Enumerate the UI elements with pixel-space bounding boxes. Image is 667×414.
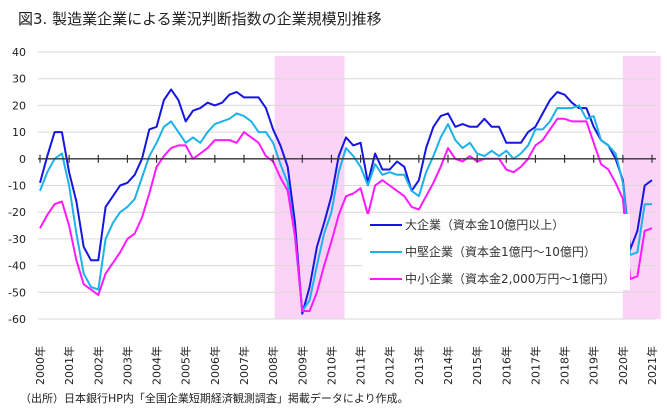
x-tick-label: 2018年 (558, 346, 572, 385)
y-tick-label: -30 (8, 233, 26, 246)
x-tick-label: 2002年 (91, 346, 105, 385)
x-tick-label: 2010年 (324, 346, 338, 385)
x-tick-label: 2013年 (412, 346, 426, 385)
series-line-small (39, 117, 653, 312)
x-tick-label: 2015年 (470, 346, 484, 385)
x-tick-label: 2004年 (150, 346, 164, 385)
y-tick-label: -50 (8, 286, 26, 299)
x-tick-label: 2006年 (208, 346, 222, 385)
x-tick-label: 2003年 (120, 346, 134, 385)
x-tick-label: 2000年 (33, 346, 47, 385)
x-tick-label: 2021年 (645, 346, 659, 385)
y-tick-label: -20 (8, 206, 26, 219)
y-tick-label: 20 (12, 99, 26, 112)
x-tick-label: 2017年 (528, 346, 542, 385)
y-tick-label: 40 (12, 46, 26, 59)
source-note: （出所）日本銀行HP内「全国企業短期経済観測調査」掲載データにより作成。 (20, 392, 409, 405)
legend-box (362, 214, 630, 290)
y-tick-label: 0 (19, 153, 26, 166)
x-tick-label: 2011年 (354, 346, 368, 385)
x-tick-label: 2020年 (616, 346, 630, 385)
x-tick-label: 2001年 (62, 346, 76, 385)
chart-title: 図3. 製造業企業による業況判断指数の企業規模別推移 (18, 10, 382, 28)
x-tick-label: 2008年 (266, 346, 280, 385)
legend-label-large: 大企業（資本金10億円以上） (405, 217, 564, 232)
legend-label-medium: 中堅企業（資本金1億円～10億円） (405, 244, 596, 259)
series-line-medium (39, 104, 652, 312)
x-tick-label: 2014年 (441, 346, 455, 385)
y-tick-label: -10 (8, 180, 26, 193)
x-tick-label: 2016年 (499, 346, 513, 385)
y-tick-label: 30 (12, 73, 26, 86)
y-tick-label: 10 (12, 126, 26, 139)
x-tick-label: 2009年 (295, 346, 309, 385)
x-tick-label: 2005年 (179, 346, 193, 385)
y-tick-label: -40 (8, 260, 26, 273)
x-tick-label: 2019年 (587, 346, 601, 385)
x-tick-label: 2007年 (237, 346, 251, 385)
y-tick-label: -60 (8, 313, 26, 326)
x-tick-label: 2012年 (383, 346, 397, 385)
legend-label-small: 中小企業（資本金2,000万円～1億円） (405, 271, 615, 286)
